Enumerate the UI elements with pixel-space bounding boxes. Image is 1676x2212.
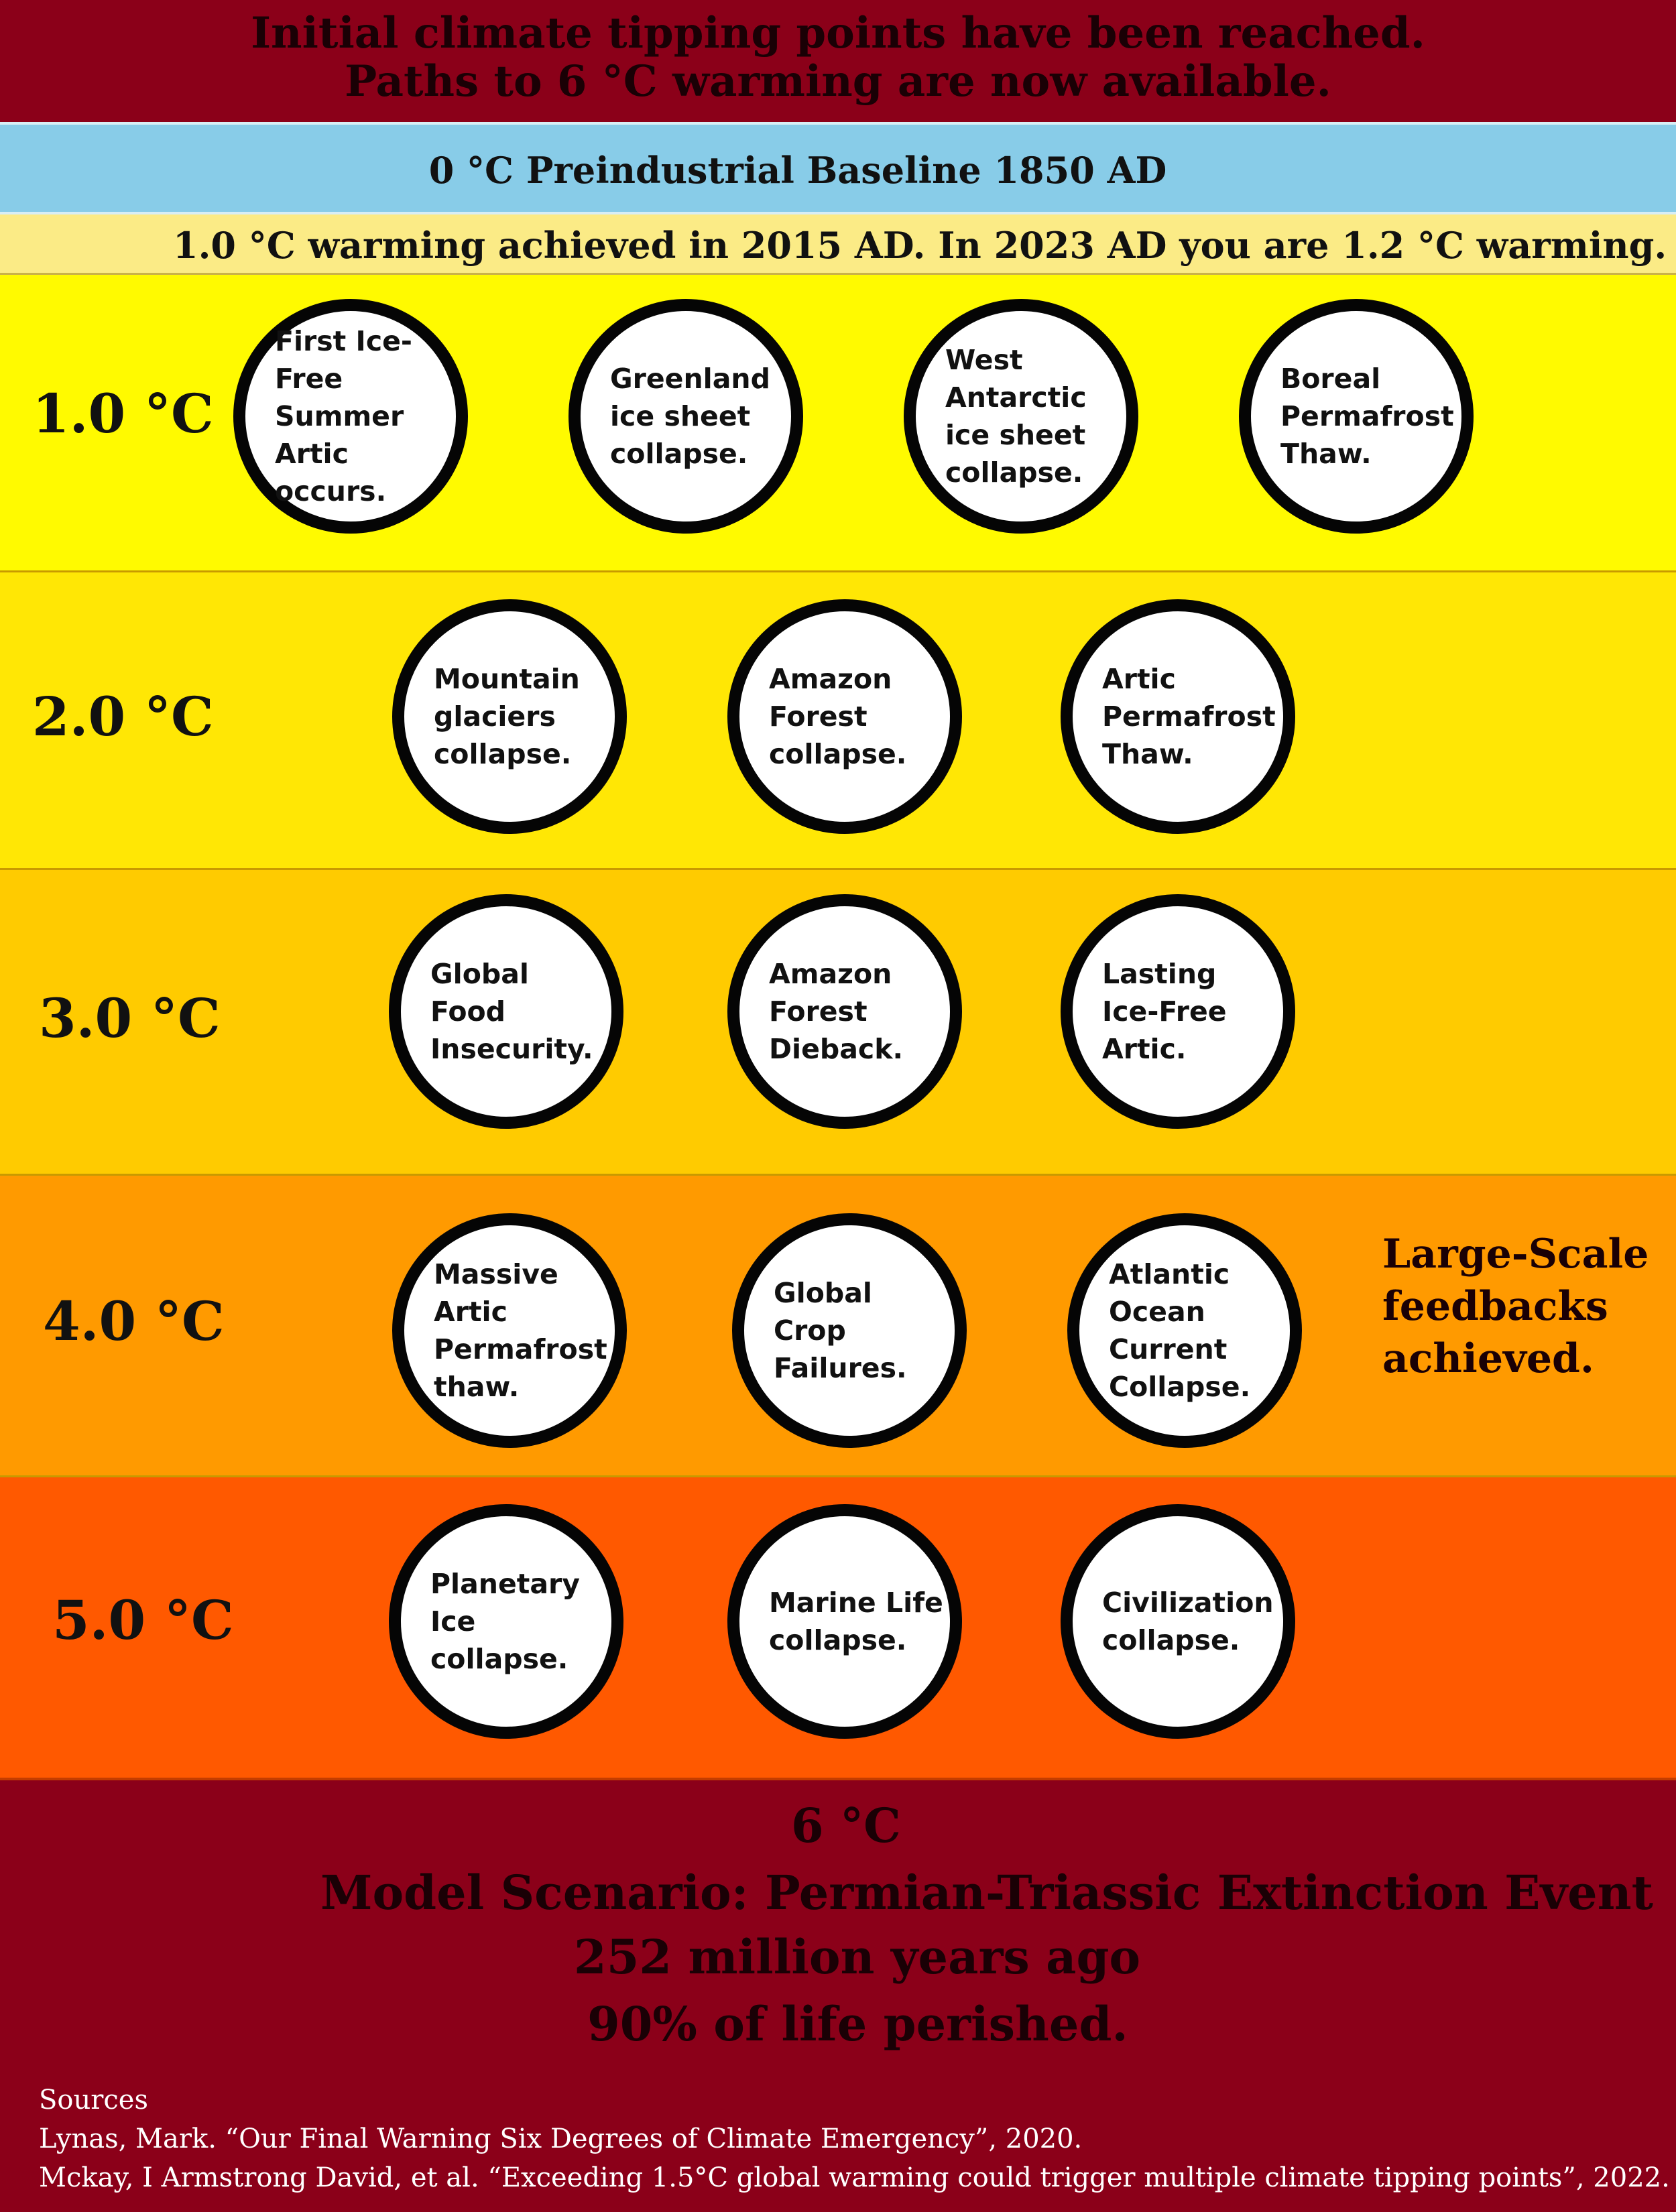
temp-label: 5.0 °C xyxy=(52,1589,234,1652)
tipping-point-circle: Marine Life collapse. xyxy=(727,1504,962,1739)
tipping-point-circle: Global Food Insecurity. xyxy=(389,894,623,1129)
tipping-point-circle: Greenland ice sheet collapse. xyxy=(568,299,803,534)
tipping-point-circle: Atlantic Ocean Current Collapse. xyxy=(1067,1213,1302,1448)
header-line-2: Paths to 6 °C warming are now available. xyxy=(345,56,1331,107)
tipping-point-circle: West Antarctic ice sheet collapse. xyxy=(904,299,1138,534)
baseline-label: 0 °C Preindustrial Baseline 1850 AD xyxy=(428,149,1167,192)
row-4-0c: 4.0 °C Massive Artic Permafrost thaw. Gl… xyxy=(0,1176,1676,1477)
tipping-point-circle: Civilization collapse. xyxy=(1061,1504,1295,1739)
tipping-point-text: Mountain glaciers collapse. xyxy=(434,663,580,770)
tipping-point-text: Massive Artic Permafrost thaw. xyxy=(434,1258,607,1403)
feedbacks-note: Large-Scale feedbacks achieved. xyxy=(1382,1231,1649,1382)
row-1-0c: 1.0 °C First Ice-Free Summer Artic occur… xyxy=(0,275,1676,572)
row-2-0c: 2.0 °C Mountain glaciers collapse. Amazo… xyxy=(0,572,1676,870)
source-citation: Lynas, Mark. “Our Final Warning Six Degr… xyxy=(39,2124,1083,2154)
tipping-point-circle: Artic Permafrost Thaw. xyxy=(1061,599,1295,834)
tipping-point-text: Boreal Permafrost Thaw. xyxy=(1280,363,1454,470)
tipping-point-text: Global Food Insecurity. xyxy=(430,958,593,1065)
tipping-point-circle: Global Crop Failures. xyxy=(732,1213,967,1448)
temp-label: 1.0 °C xyxy=(32,382,214,445)
footer-temp: 6 °C xyxy=(791,1798,901,1853)
tipping-point-text: Amazon Forest Dieback. xyxy=(769,958,904,1065)
footer-6c: 6 °C Model Scenario: Permian-Triassic Ex… xyxy=(0,1780,1676,2212)
row-5-0c: 5.0 °C Planetary Ice collapse. Marine Li… xyxy=(0,1477,1676,1780)
tipping-point-text: Planetary Ice collapse. xyxy=(430,1568,580,1675)
tipping-point-text: Artic Permafrost Thaw. xyxy=(1102,663,1276,770)
sources-block: Sources Lynas, Mark. “Our Final Warning … xyxy=(39,2081,1670,2197)
achieved-band: 1.0 °C warming achieved in 2015 AD. In 2… xyxy=(0,214,1676,275)
tipping-point-circle: Massive Artic Permafrost thaw. xyxy=(392,1213,627,1448)
sources-title: Sources xyxy=(39,2085,148,2115)
footer-age: 252 million years ago xyxy=(574,1929,1141,1985)
footer-perished: 90% of life perished. xyxy=(587,1996,1128,2052)
header-line-1: Initial climate tipping points have been… xyxy=(251,8,1425,58)
baseline-band: 0 °C Preindustrial Baseline 1850 AD xyxy=(0,122,1676,214)
tipping-point-text: Lasting Ice-Free Artic. xyxy=(1102,958,1227,1065)
tipping-point-circle: Mountain glaciers collapse. xyxy=(392,599,627,834)
tipping-point-circle: Amazon Forest collapse. xyxy=(727,599,962,834)
tipping-point-text: Civilization collapse. xyxy=(1102,1587,1274,1656)
row-3-0c: 3.0 °C Global Food Insecurity. Amazon Fo… xyxy=(0,870,1676,1176)
source-citation: Mckay, I Armstrong David, et al. “Exceed… xyxy=(39,2162,1670,2193)
tipping-point-text: Atlantic Ocean Current Collapse. xyxy=(1109,1258,1251,1403)
tipping-point-circle: Boreal Permafrost Thaw. xyxy=(1239,299,1474,534)
tipping-point-text: Global Crop Failures. xyxy=(774,1277,907,1384)
tipping-point-circle: Planetary Ice collapse. xyxy=(389,1504,623,1739)
tipping-point-text: Greenland ice sheet collapse. xyxy=(610,363,770,470)
tipping-point-text: First Ice-Free Summer Artic occurs. xyxy=(275,325,412,507)
temp-label: 4.0 °C xyxy=(43,1290,225,1353)
tipping-point-text: Marine Life collapse. xyxy=(769,1587,943,1656)
temp-label: 2.0 °C xyxy=(32,685,214,748)
tipping-point-circle: Amazon Forest Dieback. xyxy=(727,894,962,1129)
tipping-point-text: Amazon Forest collapse. xyxy=(769,663,907,770)
tipping-point-circle: Lasting Ice-Free Artic. xyxy=(1061,894,1295,1129)
footer-scenario: Model Scenario: Permian-Triassic Extinct… xyxy=(320,1865,1653,1920)
achieved-label: 1.0 °C warming achieved in 2015 AD. In 2… xyxy=(173,224,1667,267)
temp-label: 3.0 °C xyxy=(39,987,221,1050)
tipping-point-text: West Antarctic ice sheet collapse. xyxy=(945,344,1087,489)
header-banner: Initial climate tipping points have been… xyxy=(0,0,1676,122)
tipping-point-circle: First Ice-Free Summer Artic occurs. xyxy=(233,299,468,534)
